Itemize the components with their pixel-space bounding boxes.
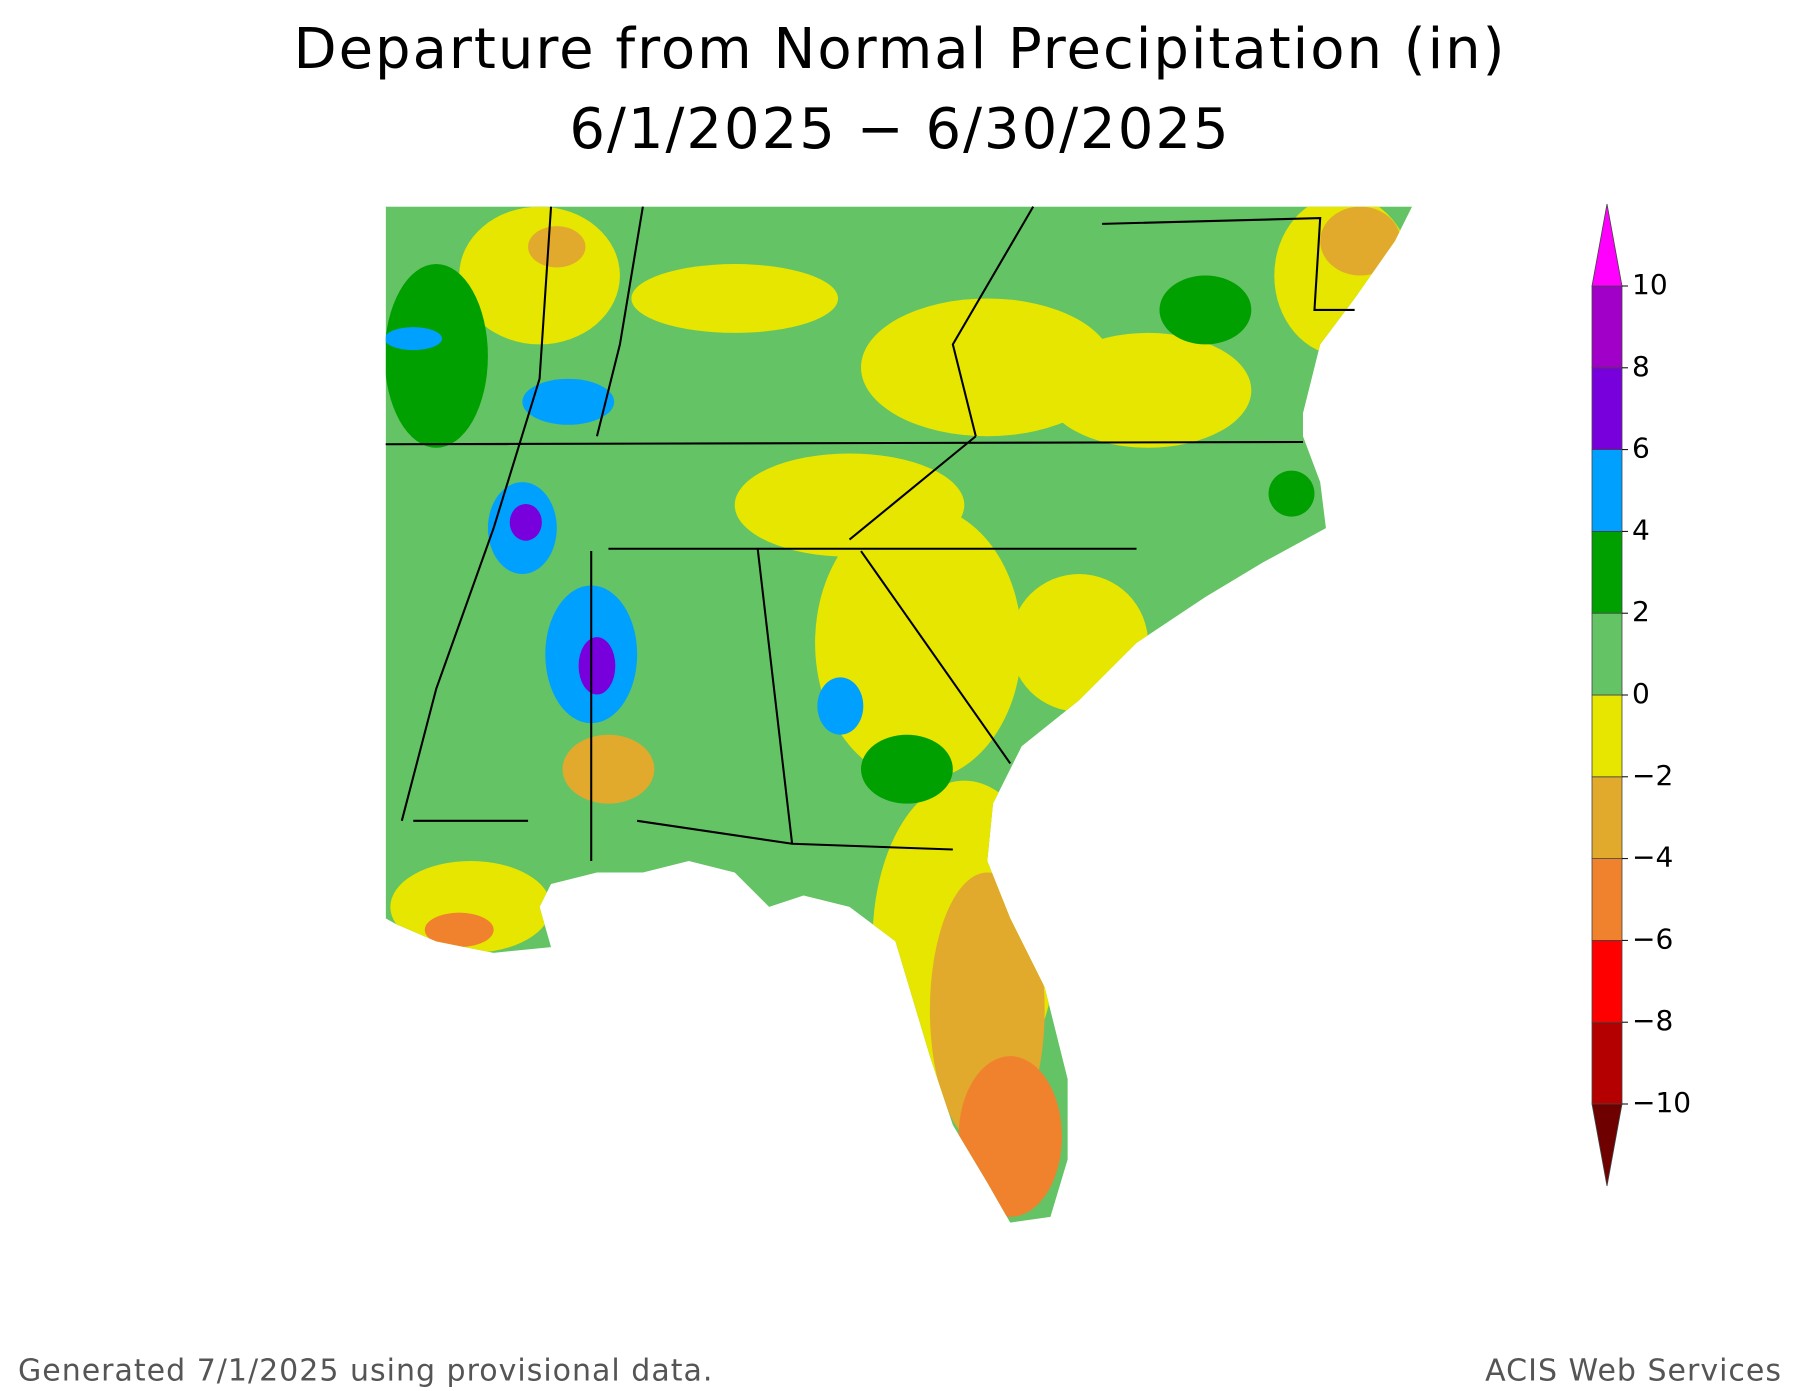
legend-bin xyxy=(1591,694,1623,778)
legend-tick-label: 10 xyxy=(1632,268,1668,301)
legend-bin xyxy=(1591,285,1623,369)
legend-bin xyxy=(1591,367,1623,450)
map-title: Departure from Normal Precipitation (in) xyxy=(293,17,1506,82)
legend-bin xyxy=(1591,776,1623,859)
footer-right: ACIS Web Services xyxy=(1485,1354,1782,1389)
legend-tick-label: −10 xyxy=(1632,1086,1691,1119)
color-legend: −10 −8 −6 −4 −2 0 2 4 6 8 10 xyxy=(1591,203,1691,1187)
footer-left: Generated 7/1/2025 using provisional dat… xyxy=(18,1354,713,1389)
legend-tick-label: −4 xyxy=(1632,841,1673,874)
precip-field xyxy=(385,206,1413,1223)
legend-over xyxy=(1591,203,1623,287)
legend-tick-label: −6 xyxy=(1632,922,1673,955)
legend-tick-label: 2 xyxy=(1632,595,1650,628)
legend-bin xyxy=(1591,1021,1623,1105)
legend-bin xyxy=(1591,858,1623,941)
legend-bin xyxy=(1591,940,1623,1023)
legend-under xyxy=(1591,1103,1623,1187)
legend-tick-label: 0 xyxy=(1632,677,1650,710)
legend-tick-label: 4 xyxy=(1632,513,1650,546)
legend-bin xyxy=(1591,531,1623,614)
legend-tick-label: 8 xyxy=(1632,350,1650,383)
legend-tick-label: 6 xyxy=(1632,432,1650,465)
legend-bin xyxy=(1591,449,1623,532)
legend-tick-label: −2 xyxy=(1632,759,1673,792)
map-subtitle: 6/1/2025 − 6/30/2025 xyxy=(569,97,1230,162)
map xyxy=(385,206,1413,1223)
legend-bin xyxy=(1591,612,1623,696)
legend-tick-label: −8 xyxy=(1632,1004,1673,1037)
